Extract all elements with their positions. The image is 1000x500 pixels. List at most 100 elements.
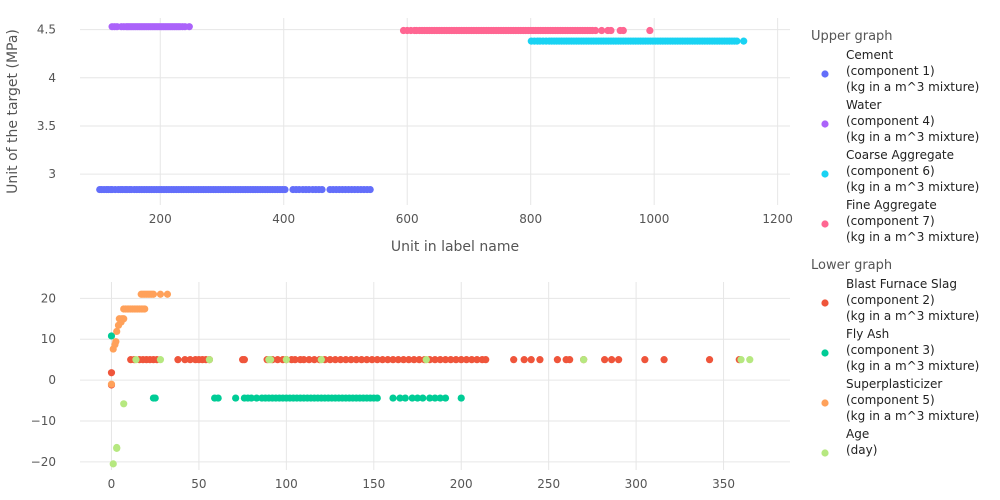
legend[interactable]: Upper graph Cement (component 1) (kg in a …	[811, 29, 979, 457]
lower-x-tick-label: 250	[537, 477, 560, 491]
data-point-blast-furnace-slag	[553, 356, 562, 364]
data-point-cement	[281, 185, 289, 194]
data-point-blast-furnace-slag	[274, 356, 282, 364]
lower-x-tick-label: 50	[191, 477, 206, 491]
data-point-blast-furnace-slag	[107, 369, 116, 377]
legend-item-coarse-aggregate[interactable]: Coarse Aggregate (component 6) (kg in a m^…	[821, 148, 979, 194]
legend-item-age[interactable]: Age (day)	[821, 427, 877, 457]
upper-gridlines	[80, 18, 790, 205]
data-point-blast-furnace-slag	[336, 356, 345, 364]
lower-y-tick-label: −10	[31, 414, 56, 428]
data-point-blast-furnace-slag	[608, 356, 616, 364]
legend-label-superplasticizer: Superplasticizer	[846, 377, 942, 391]
data-point-water	[185, 23, 193, 31]
data-point-fly-ash	[247, 394, 255, 402]
legend-label-fly-ash: Fly Ash	[846, 327, 889, 341]
data-point-age	[746, 356, 754, 364]
legend-label-fine-aggregate: Fine Aggregate	[846, 198, 937, 212]
legend-label-cement: Cement	[846, 48, 893, 62]
data-point-fly-ash	[253, 394, 261, 402]
legend-item-water[interactable]: Water (component 4) (kg in a m^3 mixture)	[821, 98, 979, 144]
data-point-fly-ash	[396, 394, 404, 402]
upper-y-tick-label: 3.5	[37, 119, 56, 133]
legend-marker-fly-ash	[821, 349, 829, 357]
legend-marker-coarse-aggregate	[821, 170, 829, 178]
data-point-blast-furnace-slag	[641, 356, 649, 364]
data-point-age	[317, 356, 325, 364]
data-point-blast-furnace-slag	[174, 356, 182, 364]
data-point-blast-furnace-slag	[384, 356, 392, 364]
data-point-blast-furnace-slag	[410, 356, 418, 364]
legend-group-title-upper: Upper graph	[811, 29, 893, 44]
data-point-fly-ash	[436, 394, 444, 402]
upper-x-tick-label: 1200	[762, 212, 793, 226]
data-point-blast-furnace-slag	[431, 356, 439, 364]
upper-tick-labels: 200 400 600 800 1000 1200 3 3.5 4 4.5	[37, 23, 793, 226]
data-point-age	[267, 356, 275, 364]
legend-label-water: (kg in a m^3 mixture)	[846, 130, 979, 144]
legend-item-fine-aggregate[interactable]: Fine Aggregate (component 7) (kg in a m^3 …	[821, 198, 979, 244]
data-point-cement	[318, 185, 326, 194]
data-point-blast-furnace-slag	[181, 356, 189, 364]
data-point-fly-ash	[441, 394, 450, 402]
legend-label-age: (day)	[846, 443, 877, 457]
legend-marker-cement	[821, 70, 829, 78]
data-point-blast-furnace-slag	[462, 356, 471, 364]
data-point-superplasticizer	[120, 315, 128, 323]
data-point-fly-ash	[431, 394, 439, 402]
data-point-superplasticizer	[163, 290, 172, 298]
lower-data-points	[107, 290, 754, 468]
legend-label-coarse-aggregate: (component 6)	[846, 164, 935, 178]
lower-x-tick-label: 0	[108, 477, 116, 491]
data-point-fine-aggregate	[619, 26, 627, 35]
data-point-superplasticizer	[107, 380, 116, 388]
legend-label-water: Water	[846, 98, 882, 112]
data-point-blast-furnace-slag	[352, 356, 360, 364]
data-point-blast-furnace-slag	[510, 356, 518, 364]
legend-group-lower[interactable]: Blast Furnace Slag (component 2) (kg in a …	[821, 277, 979, 457]
data-point-blast-furnace-slag	[291, 356, 299, 364]
data-point-blast-furnace-slag	[436, 356, 444, 364]
upper-y-tick-label: 4.5	[37, 23, 56, 37]
data-point-fly-ash	[151, 394, 159, 402]
data-point-cement	[366, 185, 374, 194]
legend-item-fly-ash[interactable]: Fly Ash (component 3) (kg in a m^3 mixture…	[821, 327, 979, 373]
data-point-blast-furnace-slag	[347, 356, 355, 364]
data-point-blast-furnace-slag	[536, 356, 544, 364]
legend-label-blast-furnace-slag: Blast Furnace Slag	[846, 277, 957, 291]
upper-plot: 200 400 600 800 1000 1200 3 3.5 4 4.5 Unit in lab…	[5, 18, 793, 255]
legend-item-cement[interactable]: Cement (component 1) (kg in a m^3 mixture)	[821, 48, 979, 94]
data-point-blast-furnace-slag	[415, 356, 423, 364]
lower-x-tick-label: 350	[712, 477, 735, 491]
upper-y-tick-label: 4	[48, 71, 56, 85]
data-point-blast-furnace-slag	[566, 356, 574, 364]
data-point-age	[205, 356, 214, 364]
data-point-age	[282, 356, 290, 364]
lower-y-tick-label: −20	[31, 455, 56, 469]
data-point-blast-furnace-slag	[520, 356, 528, 364]
legend-item-blast-furnace-slag[interactable]: Blast Furnace Slag (component 2) (kg in a …	[821, 277, 979, 323]
lower-x-tick-label: 300	[625, 477, 648, 491]
lower-x-tick-label: 100	[275, 477, 298, 491]
data-point-fly-ash	[419, 394, 427, 402]
data-point-blast-furnace-slag	[186, 356, 194, 364]
legend-group-upper[interactable]: Cement (component 1) (kg in a m^3 mixture)…	[821, 48, 979, 244]
legend-marker-age	[821, 449, 829, 457]
data-point-blast-furnace-slag	[300, 356, 308, 364]
data-point-blast-furnace-slag	[240, 356, 248, 364]
data-point-age	[109, 460, 117, 468]
lower-x-tick-label: 150	[362, 477, 385, 491]
data-point-fine-aggregate	[598, 26, 606, 35]
data-point-blast-furnace-slag	[394, 356, 402, 364]
upper-data-points	[96, 23, 748, 194]
data-point-blast-furnace-slag	[357, 356, 366, 364]
legend-label-superplasticizer: (component 5)	[846, 393, 935, 407]
data-point-blast-furnace-slag	[457, 356, 465, 364]
data-point-fine-aggregate	[607, 26, 615, 35]
upper-x-tick-label: 400	[272, 212, 295, 226]
data-point-coarse-aggregate	[740, 37, 748, 45]
data-point-blast-furnace-slag	[310, 356, 318, 364]
legend-item-superplasticizer[interactable]: Superplasticizer (component 5) (kg in a m^…	[821, 377, 979, 423]
legend-label-age: Age	[846, 427, 869, 441]
